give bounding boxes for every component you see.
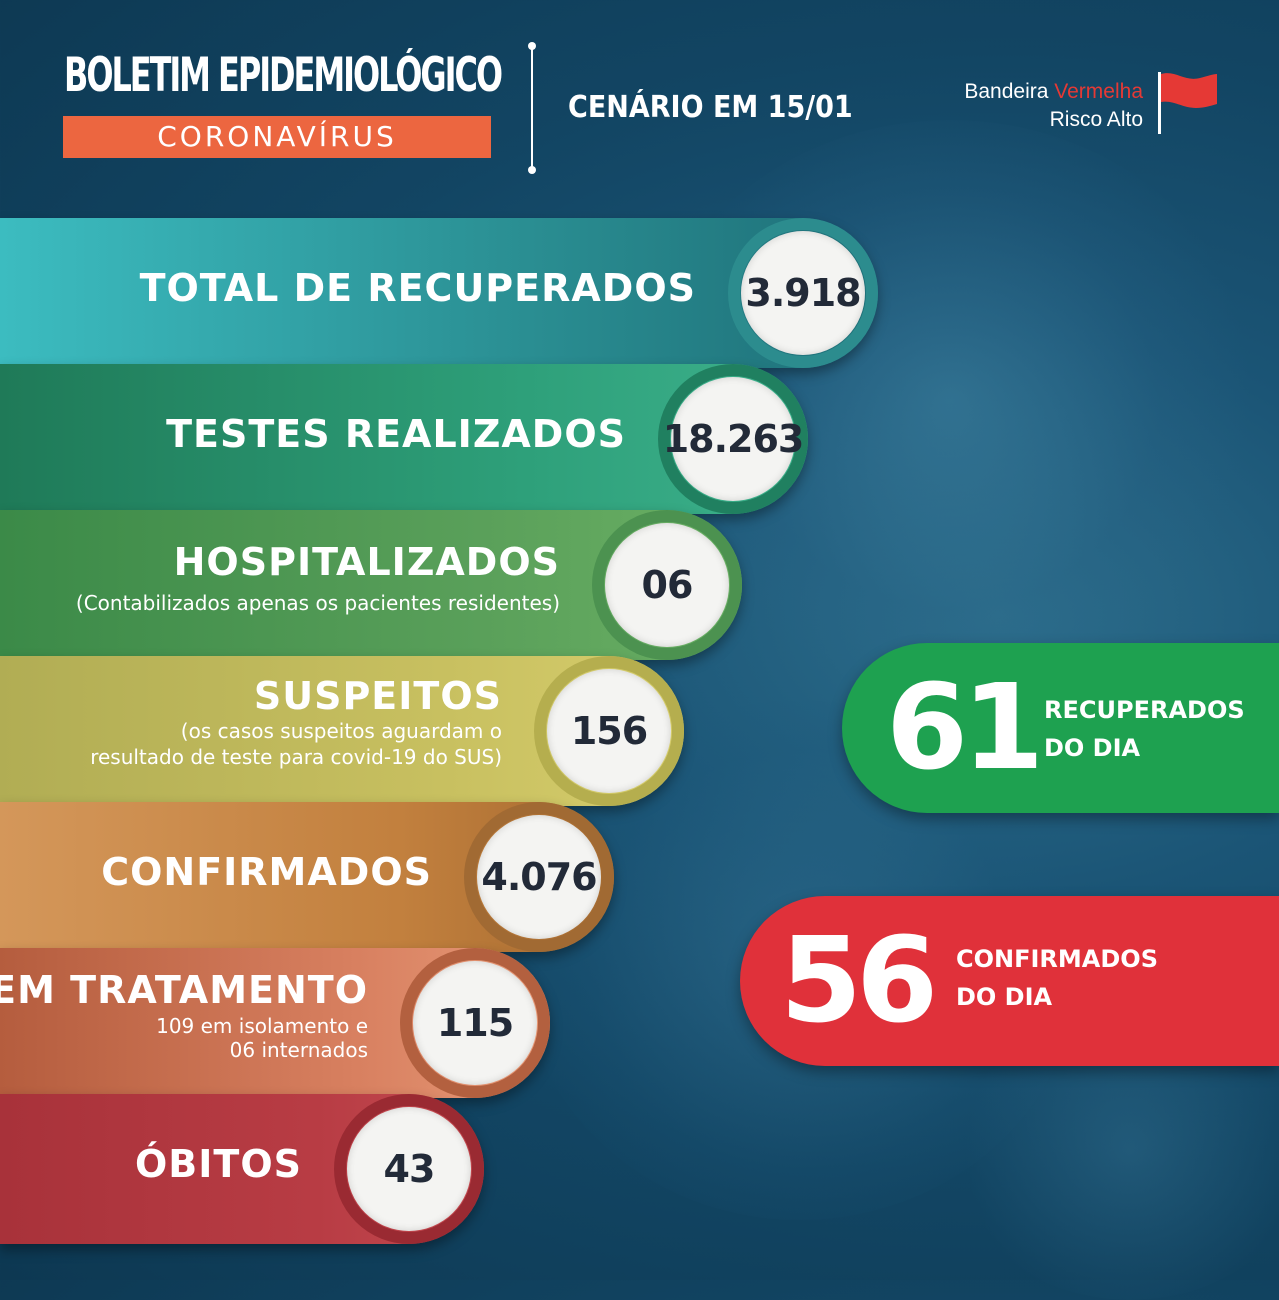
daily-recuperados-caption-line1: RECUPERADOS (1044, 696, 1245, 724)
daily-recuperados-value: 61 (886, 658, 1044, 796)
stat-label-testes: TESTES REALIZADOS (166, 412, 626, 456)
stat-value-confirmados: 4.076 (477, 815, 601, 939)
flag-status-line1: Bandeira Vermelha (964, 80, 1143, 103)
flag-risk-level: Risco Alto (1049, 108, 1143, 131)
stat-note-hospitalizados: (Contabilizados apenas os pacientes resi… (75, 591, 560, 615)
stat-note-suspeitos-line2: resultado de teste para covid-19 do SUS) (90, 745, 502, 769)
bulletin-subtitle: CORONAVÍRUS (63, 116, 491, 158)
stat-label-hospitalizados: HOSPITALIZADOS (173, 540, 560, 584)
header-divider (528, 42, 536, 174)
stat-label-confirmados: CONFIRMADOS (101, 850, 432, 894)
stat-label-recuperados: TOTAL DE RECUPERADOS (139, 266, 696, 310)
bulletin-title: BOLETIM EPIDEMIOLÓGICO (64, 48, 503, 103)
stat-note-tratamento-line1: 109 em isolamento e (156, 1014, 368, 1038)
stat-label-suspeitos: SUSPEITOS (253, 674, 502, 718)
stat-bar-obitos: ÓBITOS 43 (0, 1094, 484, 1244)
flag-color-word: Vermelha (1054, 80, 1143, 103)
daily-confirmados-pill: 56 CONFIRMADOS DO DIA (740, 896, 1279, 1066)
stat-note-tratamento: 109 em isolamento e 06 internados (156, 1014, 368, 1062)
stat-value-testes: 18.263 (663, 377, 804, 501)
daily-confirmados-caption-line2: DO DIA (956, 983, 1053, 1011)
stat-value-obitos: 43 (347, 1107, 471, 1231)
stat-note-tratamento-line2: 06 internados (229, 1038, 368, 1062)
stat-value-hospitalizados: 06 (605, 523, 729, 647)
flag-status: Bandeira Vermelha Risco Alto (964, 78, 1143, 134)
stat-note-suspeitos: (os casos suspeitos aguardam o resultado… (90, 718, 502, 770)
daily-recuperados-caption: RECUPERADOS DO DIA (1044, 691, 1245, 767)
stat-value-tratamento: 115 (413, 961, 537, 1085)
stat-bar-recuperados: TOTAL DE RECUPERADOS 3.918 (0, 218, 878, 368)
daily-confirmados-value: 56 (780, 911, 938, 1049)
daily-confirmados-caption: CONFIRMADOS DO DIA (956, 940, 1158, 1016)
stat-label-tratamento: EM TRATAMENTO (0, 968, 368, 1012)
stat-bar-tratamento: EM TRATAMENTO 109 em isolamento e 06 int… (0, 948, 550, 1098)
stat-value-recuperados: 3.918 (741, 231, 865, 355)
stat-bar-confirmados: CONFIRMADOS 4.076 (0, 802, 614, 952)
stat-value-suspeitos: 156 (547, 669, 671, 793)
daily-recuperados-caption-line2: DO DIA (1044, 734, 1141, 762)
scenario-date: CENÁRIO EM 15/01 (568, 90, 853, 125)
stat-bar-testes: TESTES REALIZADOS 18.263 (0, 364, 808, 514)
daily-confirmados-caption-line1: CONFIRMADOS (956, 945, 1158, 973)
stat-label-obitos: ÓBITOS (135, 1142, 302, 1186)
stat-bar-suspeitos: SUSPEITOS (os casos suspeitos aguardam o… (0, 656, 684, 806)
stat-bar-hospitalizados: HOSPITALIZADOS (Contabilizados apenas os… (0, 510, 742, 660)
red-flag-icon (1158, 72, 1217, 134)
stat-note-suspeitos-line1: (os casos suspeitos aguardam o (180, 719, 502, 743)
daily-recuperados-pill: 61 RECUPERADOS DO DIA (842, 643, 1279, 813)
